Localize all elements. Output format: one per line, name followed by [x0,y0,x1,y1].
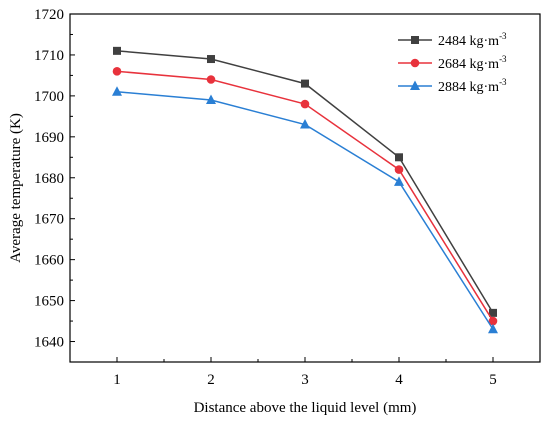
legend-marker [410,58,420,68]
legend-label-text: 2484 kg·m [438,34,499,49]
data-point [489,308,497,317]
legend-item: 2684 kg·m-3 [398,54,507,72]
series-line [116,70,494,322]
data-point [112,86,122,96]
legend-marker [411,36,419,44]
y-axis: 1640 1650 1660 1670 1680 1690 1700 1710 1720 [34,7,75,351]
x-tick-label: 1 [113,372,121,388]
data-point [301,79,309,88]
x-tick-label: 4 [395,372,403,388]
legend-label-superscript: -3 [499,31,507,41]
legend-label: 2484 kg·m-3 [438,31,507,49]
data-point [113,46,121,55]
legend-label-text: 2684 kg·m [438,57,499,72]
legend-label-superscript: -3 [499,77,507,87]
series-1 [112,67,498,326]
data-point [488,316,498,326]
data-point [112,67,122,76]
data-point [206,94,216,104]
y-axis-label: Average temperature (K) [8,113,24,263]
y-tick-label: 1690 [34,130,64,146]
y-tick-label: 1710 [34,48,64,64]
y-tick-label: 1640 [34,335,64,351]
legend-label: 2884 kg·m-3 [438,77,507,95]
y-tick-label: 1650 [34,294,64,310]
data-point [206,75,216,84]
x-tick-label: 3 [301,372,309,388]
data-point [300,119,310,129]
y-tick-label: 1680 [34,171,64,187]
data-point [488,323,498,334]
x-axis-label: Distance above the liquid level (mm) [194,400,417,416]
series-line [116,50,494,314]
data-point [394,165,404,174]
data-point [300,99,310,109]
y-tick-label: 1720 [34,7,64,23]
legend-item: 2884 kg·m-3 [398,77,507,95]
data-point [394,176,404,186]
data-point [395,153,403,162]
legend-marker [410,80,420,90]
x-axis: 1 2 3 4 5 [113,357,497,388]
legend-item: 2484 kg·m-3 [398,31,507,49]
series-0 [113,46,497,317]
y-tick-label: 1700 [34,89,64,105]
x-tick-label: 5 [489,372,497,388]
data-point [207,55,215,64]
series-2 [112,86,498,334]
y-tick-label: 1670 [34,212,64,228]
x-tick-label: 2 [207,372,215,388]
legend-label-superscript: -3 [499,54,507,64]
legend-label: 2684 kg·m-3 [438,54,507,72]
legend-label-text: 2884 kg·m [438,80,499,95]
y-tick-label: 1660 [34,253,64,269]
series-layer [112,46,498,334]
